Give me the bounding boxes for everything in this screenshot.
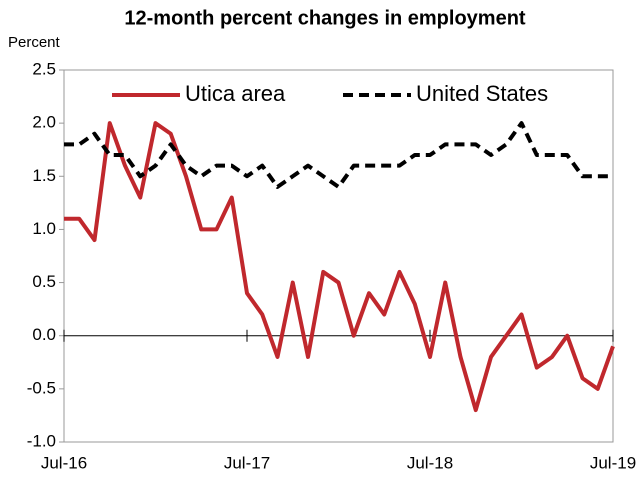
- y-tick-label: 1.0: [32, 219, 56, 238]
- y-axis-label: Percent: [8, 34, 61, 51]
- x-tick-label: Jul-16: [41, 453, 87, 472]
- y-tick-label: -0.5: [27, 378, 56, 397]
- y-tick-label: 1.5: [32, 166, 56, 185]
- y-tick-label: 0.0: [32, 325, 56, 344]
- chart-title: 12-month percent changes in employment: [124, 7, 526, 29]
- plot-border: [63, 69, 614, 443]
- x-tick-label: Jul-19: [590, 453, 636, 472]
- y-tick-label: -1.0: [27, 431, 56, 450]
- legend-label: Utica area: [185, 81, 286, 106]
- x-tick-label: Jul-17: [224, 453, 270, 472]
- x-tick-label: Jul-18: [407, 453, 453, 472]
- y-tick-label: 0.5: [32, 272, 56, 291]
- legend-label: United States: [416, 81, 548, 106]
- y-tick-label: 2.0: [32, 113, 56, 132]
- y-tick-label: 2.5: [32, 59, 56, 78]
- series-line: [64, 121, 615, 413]
- series-line: [64, 121, 613, 189]
